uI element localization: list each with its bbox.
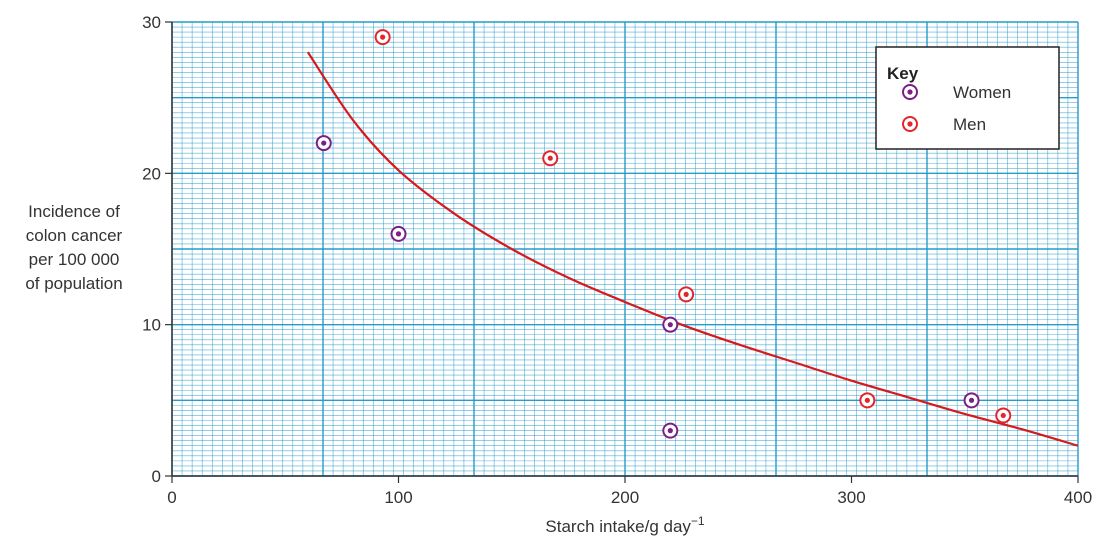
data-point-men	[542, 150, 559, 167]
y-tick-label: 20	[142, 164, 161, 183]
x-tick-label: 100	[384, 488, 412, 507]
x-tick-label: 0	[167, 488, 176, 507]
x-axis-title-sup: −1	[691, 514, 705, 528]
data-points	[315, 29, 1012, 439]
marker-dot	[907, 121, 913, 127]
legend: Key Women Men	[875, 46, 1060, 150]
data-point-men	[859, 392, 876, 409]
marker-dot	[968, 397, 975, 403]
x-tick-label: 400	[1064, 488, 1092, 507]
x-ticks: 0 100 200 300 400	[167, 476, 1092, 507]
y-axis-title-line: Incidence of	[28, 202, 120, 221]
marker-dot	[667, 322, 673, 328]
legend-marker-men	[902, 116, 918, 132]
y-axis-title-line: of population	[25, 274, 123, 293]
x-axis-title: Starch intake/g day−1	[545, 514, 705, 536]
marker-dot	[1000, 412, 1006, 419]
y-axis-title: Incidence of colon cancer per 100 000 of…	[0, 200, 148, 296]
legend-label-men: Men	[953, 115, 986, 134]
y-axis-title-line: per 100 000	[28, 250, 120, 269]
legend-marker-women	[902, 84, 918, 100]
marker-dot	[667, 428, 673, 434]
data-point-women	[662, 316, 679, 333]
data-point-women	[963, 392, 980, 409]
data-point-men	[678, 286, 695, 303]
legend-title: Key	[887, 64, 919, 83]
grid	[171, 21, 1079, 477]
y-ticks: 0 10 20 30	[142, 13, 172, 486]
marker-dot	[395, 231, 402, 237]
marker-dot	[321, 140, 327, 146]
legend-label-women: Women	[953, 83, 1011, 102]
marker-dot	[547, 155, 553, 161]
data-point-men	[374, 29, 391, 46]
x-tick-label: 300	[837, 488, 865, 507]
marker-dot	[683, 291, 689, 297]
data-point-women	[315, 135, 332, 152]
x-axis-title-text: Starch intake/g day	[545, 517, 691, 536]
marker-dot	[907, 89, 913, 95]
data-point-men	[995, 407, 1012, 424]
marker-dot	[864, 397, 870, 403]
y-tick-label: 30	[142, 13, 161, 32]
y-axis-title-line: colon cancer	[25, 226, 123, 245]
y-tick-label: 10	[142, 316, 161, 335]
data-point-women	[662, 422, 679, 439]
marker-dot	[380, 34, 386, 40]
data-point-women	[390, 225, 407, 242]
x-tick-label: 200	[611, 488, 639, 507]
y-tick-label: 0	[152, 467, 161, 486]
